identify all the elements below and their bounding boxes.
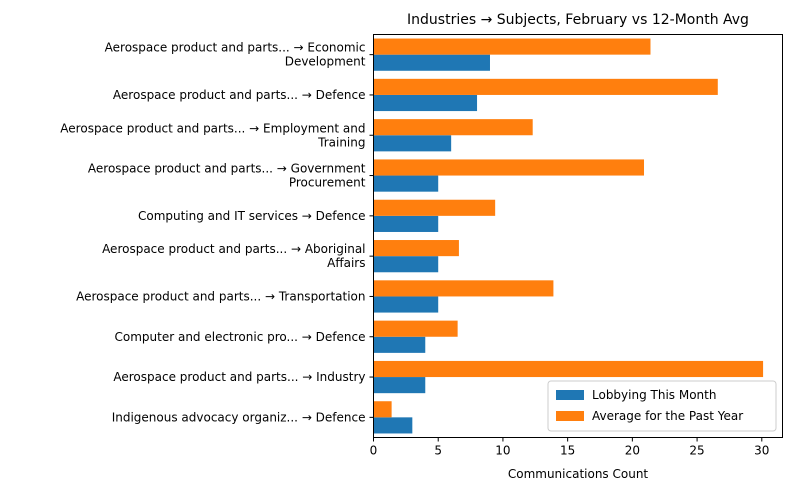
x-tick-label: 15 — [560, 444, 575, 458]
bars-group — [373, 38, 764, 434]
y-tick-label: Aerospace product and parts... → Industr… — [113, 370, 365, 384]
y-tick-label: Computer and electronic pro... → Defence — [115, 330, 366, 344]
bar-past-year-avg — [373, 360, 764, 378]
bar-past-year-avg — [373, 240, 459, 257]
bar-past-year-avg — [373, 119, 533, 136]
y-tick-label: Aerospace product and parts... → Employm… — [60, 121, 365, 149]
bar-past-year-avg — [373, 38, 651, 55]
legend-label: Average for the Past Year — [592, 409, 743, 423]
x-tick-label: 30 — [754, 444, 769, 458]
y-tick-label: Aerospace product and parts... → Economi… — [105, 41, 366, 69]
x-tick-label: 5 — [434, 444, 442, 458]
x-tick-label: 0 — [370, 444, 378, 458]
y-tick-label: Aerospace product and parts... → Governm… — [88, 162, 366, 190]
y-tick-label: Aerospace product and parts... → Defence — [113, 88, 366, 102]
y-axis-ticks: Aerospace product and parts... → Economi… — [60, 41, 374, 424]
plot-frame — [373, 34, 783, 438]
bar-past-year-avg — [373, 280, 554, 297]
bar-past-year-avg — [373, 320, 458, 337]
bar-this-month — [373, 175, 439, 192]
bar-past-year-avg — [373, 159, 645, 176]
bar-this-month — [373, 377, 426, 394]
legend: Lobbying This Month Average for the Past … — [547, 380, 777, 432]
y-tick-label: Aerospace product and parts... → Aborigi… — [102, 242, 365, 270]
bar-this-month — [373, 94, 478, 112]
bar-past-year-avg — [373, 199, 496, 216]
bar-past-year-avg — [373, 78, 718, 95]
bar-this-month — [373, 215, 439, 232]
x-axis-label: Communications Count — [508, 467, 649, 481]
legend-swatch — [556, 411, 584, 421]
x-tick-label: 20 — [625, 444, 640, 458]
bar-this-month — [373, 296, 439, 313]
bar-this-month — [373, 54, 490, 71]
bar-past-year-avg — [373, 401, 392, 418]
legend-swatch — [556, 390, 584, 400]
bar-this-month — [373, 135, 452, 152]
bar-this-month — [373, 256, 439, 273]
legend-label: Lobbying This Month — [592, 388, 716, 402]
x-axis-ticks: 0 5 10 15 20 25 30 — [370, 437, 769, 458]
legend-box — [547, 380, 777, 432]
bar-this-month — [373, 417, 413, 434]
bar-this-month — [373, 336, 426, 353]
chart-title: Industries → Subjects, February vs 12-Mo… — [407, 12, 749, 28]
y-tick-label: Computing and IT services → Defence — [138, 209, 366, 223]
y-tick-label: Aerospace product and parts... → Transpo… — [76, 289, 365, 303]
x-tick-label: 10 — [495, 444, 510, 458]
x-tick-label: 25 — [689, 444, 704, 458]
y-tick-label: Indigenous advocacy organiz... → Defence — [112, 410, 366, 424]
